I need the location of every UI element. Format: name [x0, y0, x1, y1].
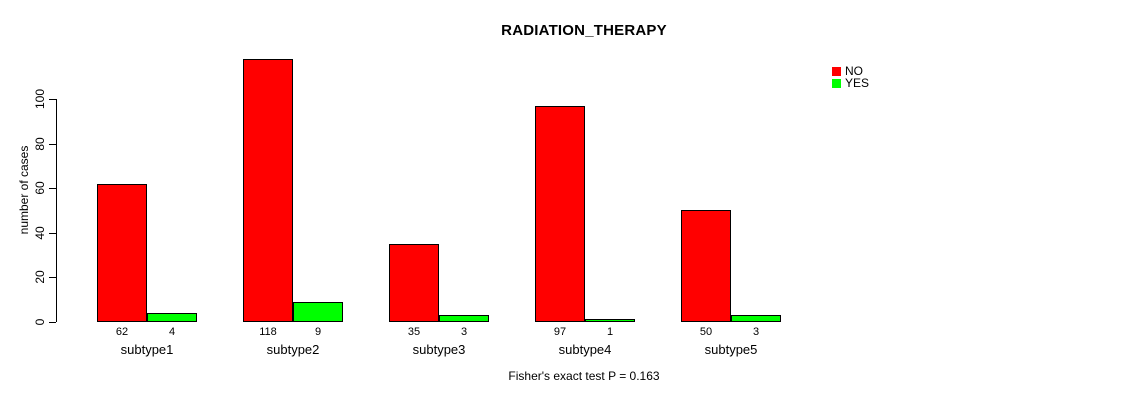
x-axis-category-label: subtype5	[704, 342, 758, 357]
y-axis-tick	[49, 188, 56, 190]
bar-no-subtype2	[243, 59, 293, 322]
legend-item: YES	[832, 77, 869, 89]
bar-yes-subtype4	[585, 319, 635, 322]
x-axis-category-label: subtype4	[558, 342, 612, 357]
bar-value-label: 3	[752, 326, 760, 338]
legend-swatch-no	[832, 66, 841, 76]
chart-title: RADIATION_THERAPY	[501, 22, 667, 39]
fisher-test-annotation: Fisher's exact test P = 0.163	[508, 369, 660, 383]
x-axis-category-label: subtype2	[266, 342, 320, 357]
y-axis-tick-label: 40	[33, 226, 47, 240]
y-axis-tick	[49, 143, 56, 145]
x-axis-category-label: subtype1	[120, 342, 174, 357]
legend-label: NO	[845, 64, 863, 78]
y-axis-line	[56, 99, 57, 322]
y-axis-tick	[49, 232, 56, 234]
bar-value-label: 9	[314, 326, 322, 338]
legend-swatch-yes	[832, 78, 841, 88]
y-axis-tick-label: 20	[33, 270, 47, 285]
bar-no-subtype4	[535, 106, 585, 322]
legend-item: NO	[832, 65, 869, 77]
bar-value-label: 3	[460, 326, 468, 338]
bar-yes-subtype5	[731, 315, 781, 322]
legend-label: YES	[845, 76, 870, 90]
y-axis-tick	[49, 277, 56, 279]
bar-value-label: 62	[115, 326, 129, 338]
bar-yes-subtype1	[147, 313, 197, 322]
bar-value-label: 35	[407, 326, 421, 338]
y-axis-tick-label: 100	[33, 88, 47, 110]
bar-yes-subtype2	[293, 302, 343, 322]
legend: NO YES	[832, 65, 869, 89]
bar-no-subtype5	[681, 210, 731, 322]
bar-yes-subtype3	[439, 315, 489, 322]
y-axis-tick-label: 80	[33, 136, 47, 151]
y-axis-tick-label: 60	[33, 181, 47, 195]
y-axis-tick-label: 0	[33, 318, 47, 326]
y-axis-tick	[49, 99, 56, 100]
bar-value-label: 118	[259, 326, 277, 338]
y-axis-tick	[49, 322, 56, 323]
bar-no-subtype1	[97, 184, 147, 322]
bar-value-label: 50	[699, 326, 713, 338]
bar-no-subtype3	[389, 244, 439, 322]
bar-value-label: 1	[606, 326, 614, 338]
bar-value-label: 4	[168, 326, 176, 338]
x-axis-category-label: subtype3	[412, 342, 466, 357]
bar-value-label: 97	[553, 326, 567, 338]
